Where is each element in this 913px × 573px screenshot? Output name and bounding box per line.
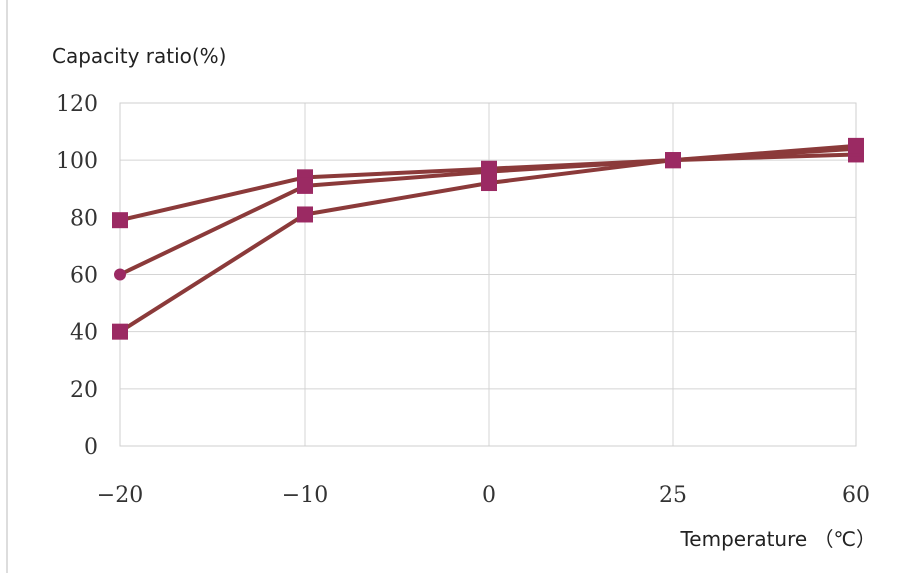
data-point [665, 152, 681, 169]
data-point [481, 175, 497, 192]
y-tick-label: 0 [84, 435, 98, 460]
y-axis-title: Capacity ratio(%) [52, 44, 226, 68]
data-point [848, 137, 864, 154]
x-tick-label: 0 [482, 483, 496, 508]
y-tick-label: 20 [70, 378, 98, 403]
x-axis-title: Temperature （℃） [679, 527, 876, 551]
data-point [114, 268, 126, 281]
data-point [112, 212, 128, 229]
y-tick-label: 60 [70, 264, 98, 289]
y-tick-label: 100 [56, 149, 98, 174]
y-tick-label: 120 [56, 92, 98, 117]
data-point [297, 206, 313, 223]
x-tick-label: 25 [659, 483, 687, 508]
data-point [112, 323, 128, 340]
data-point [297, 177, 313, 194]
y-tick-label: 40 [70, 321, 98, 346]
x-tick-label: −20 [97, 483, 143, 508]
x-axis-ticks: −20 −10 0 25 60 [97, 483, 870, 508]
y-tick-label: 80 [70, 206, 98, 231]
series [112, 137, 864, 340]
y-axis-ticks: 0 20 40 60 80 100 120 [56, 92, 98, 460]
x-tick-label: −10 [282, 483, 328, 508]
x-tick-label: 60 [842, 483, 870, 508]
